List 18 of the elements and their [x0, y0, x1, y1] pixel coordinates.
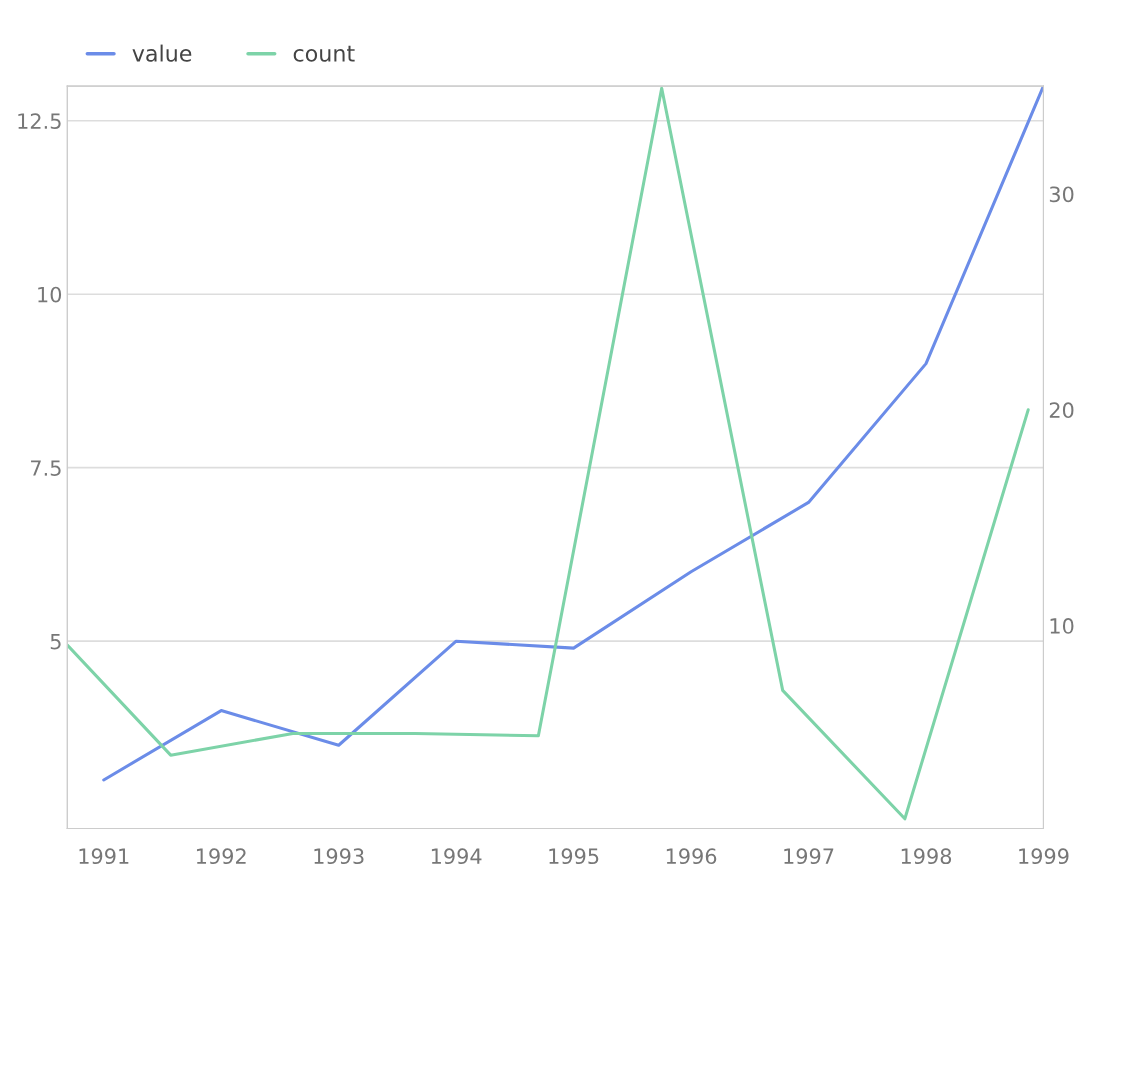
x-tick-label: 1992 [196, 848, 246, 865]
x-tick-label: 1998 [901, 848, 952, 865]
x-tick-label: 1993 [314, 848, 364, 865]
x-tick-label: 1997 [784, 848, 834, 865]
x-tick-label: 1996 [666, 848, 717, 865]
y2-tick-label: 30 [1049, 186, 1074, 203]
y-tick-label: 10 [38, 286, 62, 303]
y-tick-label: 7.5 [31, 460, 61, 476]
legend-label: count [293, 45, 355, 62]
x-tick-label: 1999 [1019, 848, 1069, 865]
x-tick-label: 1994 [431, 848, 482, 865]
y2-tick-label: 20 [1049, 402, 1074, 419]
y-tick-label: 12.5 [18, 113, 61, 129]
x-tick-label: 1995 [549, 848, 599, 865]
x-tick-label: 1991 [79, 848, 129, 865]
y-tick-label: 5 [50, 633, 61, 650]
legend-label: value [132, 44, 192, 62]
y2-tick-label: 10 [1050, 618, 1074, 634]
